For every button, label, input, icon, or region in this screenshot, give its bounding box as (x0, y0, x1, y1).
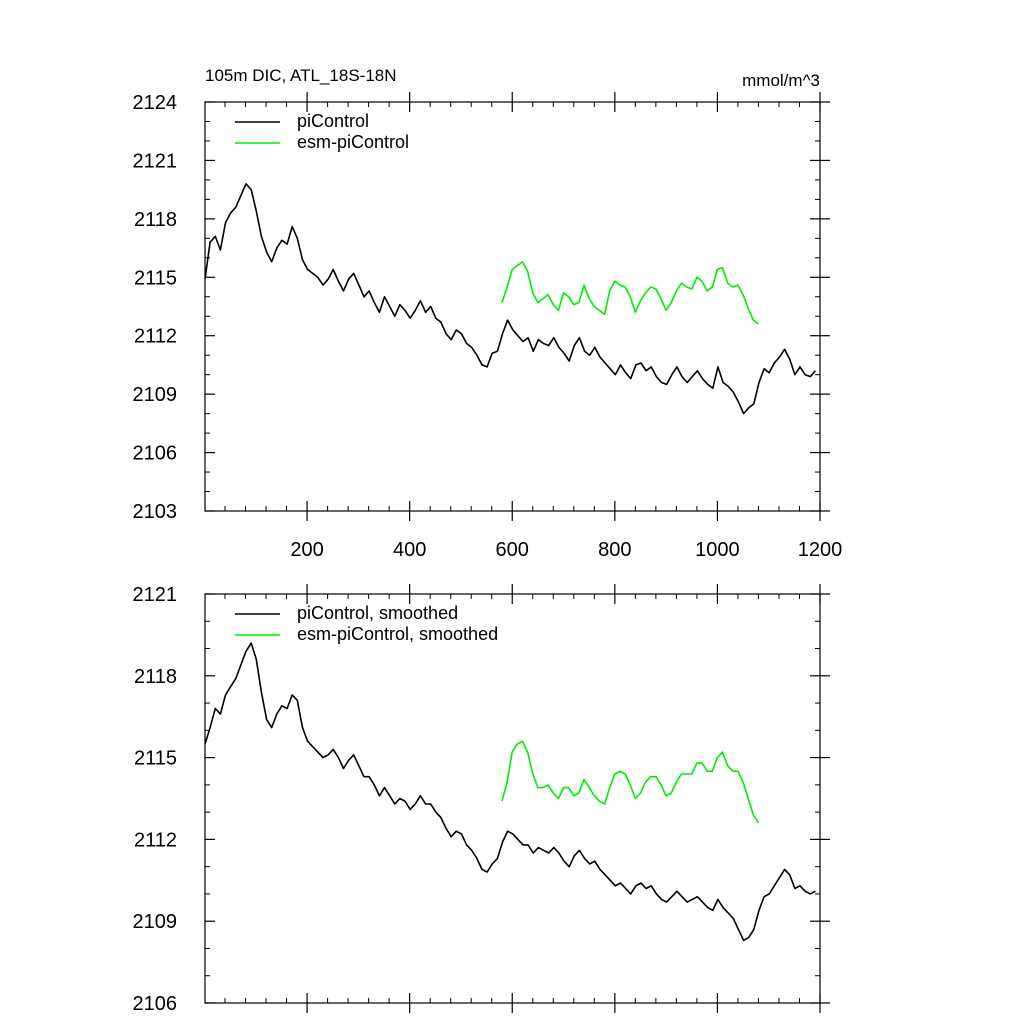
legend-label: esm-piControl, smoothed (297, 624, 498, 644)
chart-title: 105m DIC, ATL_18S-18N (205, 66, 397, 85)
series-line-esm-picontrol-smoothed (501, 740, 760, 824)
y-tick-label: 2106 (133, 993, 178, 1015)
y-tick-label: 2112 (134, 326, 177, 348)
y-tick-label: 2115 (134, 748, 177, 770)
y-tick-label: 2103 (133, 501, 178, 523)
x-tick-label: 200 (290, 539, 323, 561)
y-tick-label: 2109 (133, 911, 178, 933)
plot-frame (204, 593, 821, 1004)
series-line-picontrol-smoothed (204, 642, 816, 942)
y-tick-label: 2121 (133, 150, 178, 172)
y-tick-label: 2118 (134, 666, 177, 688)
series-line-picontrol (204, 183, 817, 415)
units-label: mmol/m^3 (742, 71, 820, 90)
legend-label: esm-piControl (297, 132, 409, 152)
y-tick-label: 2121 (133, 584, 178, 606)
y-tick-label: 2118 (134, 209, 177, 231)
y-tick-label: 2124 (133, 92, 178, 114)
y-tick-label: 2112 (134, 829, 177, 851)
x-tick-label: 1200 (798, 539, 843, 561)
series-line-esm-picontrol (501, 260, 759, 325)
bottom-panel: 2106 2109 2112 2115 2118 2121 piControl, smoot… (133, 584, 830, 1015)
legend-label: piControl (297, 111, 369, 131)
legend-label: piControl, smoothed (297, 603, 458, 623)
y-tick-label: 2109 (133, 384, 178, 406)
y-tick-label: 2106 (133, 443, 178, 465)
x-tick-label: 800 (598, 539, 631, 561)
x-tick-label: 600 (496, 539, 529, 561)
top-panel: 200 400 600 800 1000 1200 2103 2106 2109 2112 2115… (133, 92, 843, 561)
plot-frame (204, 101, 821, 512)
x-tick-label: 1000 (695, 539, 740, 561)
x-tick-label: 400 (393, 539, 426, 561)
y-tick-label: 2115 (134, 267, 177, 289)
